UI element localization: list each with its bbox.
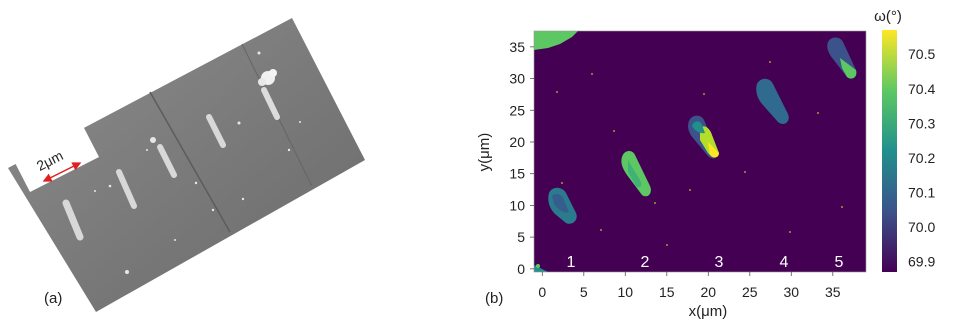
colorbar-tick-label: 70.3 bbox=[908, 115, 935, 131]
heatmap-region-5 bbox=[827, 37, 857, 79]
colorbar-tick-label: 70.0 bbox=[908, 219, 935, 235]
x-tick-label: 35 bbox=[825, 284, 841, 300]
heatmap: 1 2 3 4 5 bbox=[534, 31, 866, 272]
panel-b-label: (b) bbox=[485, 290, 503, 307]
heatmap-specks bbox=[556, 61, 843, 246]
colorbar-tick-label: 69.9 bbox=[908, 254, 935, 270]
heatmap-region-2 bbox=[621, 151, 651, 197]
colorbar-gradient bbox=[882, 30, 897, 272]
heatmap-region-3 bbox=[688, 115, 719, 159]
region-number-4: 4 bbox=[780, 254, 789, 271]
region-numbers: 1 2 3 4 5 bbox=[567, 254, 844, 271]
x-tick-label: 20 bbox=[701, 284, 717, 300]
region-number-1: 1 bbox=[567, 254, 576, 271]
y-tick-labels: 0 5 10 15 20 25 30 35 bbox=[509, 39, 534, 277]
x-tick-label: 10 bbox=[618, 284, 634, 300]
y-tick-label: 20 bbox=[509, 134, 525, 150]
colorbar-tick-label: 70.1 bbox=[908, 184, 935, 200]
colorbar-title: ω(°) bbox=[874, 8, 902, 25]
x-axis-label: x(μm) bbox=[689, 303, 728, 320]
sem-sample bbox=[8, 18, 365, 312]
sem-seam bbox=[149, 91, 231, 233]
nanowire-4 bbox=[206, 114, 226, 148]
nanowire-2 bbox=[116, 169, 137, 209]
heatmap-background bbox=[534, 31, 866, 272]
region-number-5: 5 bbox=[835, 254, 844, 271]
panel-a-label: (a) bbox=[44, 290, 62, 307]
colorbar-tick-labels: 70.5 70.4 70.3 70.2 70.1 70.0 69.9 bbox=[908, 46, 935, 269]
region-number-2: 2 bbox=[641, 254, 650, 271]
x-tick-label: 0 bbox=[538, 284, 546, 300]
y-tick-label: 5 bbox=[517, 229, 525, 245]
y-tick-label: 25 bbox=[509, 102, 525, 118]
colorbar-tick-label: 70.2 bbox=[908, 150, 935, 166]
x-tick-label: 30 bbox=[784, 284, 800, 300]
y-tick-label: 30 bbox=[509, 71, 525, 87]
colorbar-tick-label: 70.5 bbox=[908, 46, 935, 62]
y-tick-label: 10 bbox=[509, 197, 525, 213]
x-tick-label: 15 bbox=[659, 284, 675, 300]
y-tick-label: 35 bbox=[509, 39, 525, 55]
sem-particles bbox=[94, 51, 301, 274]
sem-image: 2μm bbox=[8, 18, 365, 312]
y-tick-label: 0 bbox=[517, 261, 525, 277]
x-tick-label: 25 bbox=[742, 284, 758, 300]
x-tick-labels: 0 5 10 15 20 25 30 35 bbox=[538, 272, 841, 300]
y-tick-label: 15 bbox=[509, 166, 525, 182]
x-tick-label: 5 bbox=[580, 284, 588, 300]
y-axis-label: y(μm) bbox=[476, 133, 493, 172]
heatmap-region-1 bbox=[548, 187, 577, 224]
scalebar: 2μm bbox=[13, 124, 99, 192]
nanowire-3 bbox=[150, 137, 177, 178]
nanowire-5 bbox=[258, 69, 280, 120]
colorbar-tick-label: 70.4 bbox=[908, 81, 935, 97]
heatmap-region-4 bbox=[756, 78, 789, 125]
nanowire-1 bbox=[62, 199, 84, 241]
heatmap-corner-patches bbox=[534, 31, 578, 272]
region-number-3: 3 bbox=[715, 254, 724, 271]
colorbar: ω(°) 70.5 70.4 70.3 70.2 70.1 70.0 69.9 bbox=[874, 8, 935, 272]
